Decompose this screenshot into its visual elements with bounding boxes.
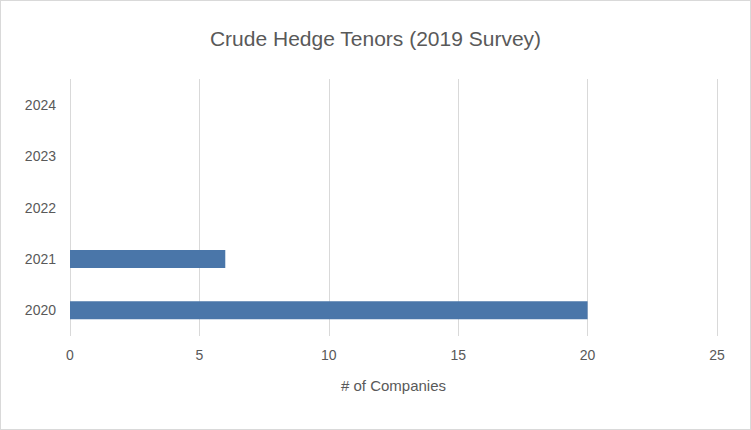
svg-text:10: 10 — [321, 347, 337, 363]
svg-text:Crude Hedge Tenors (2019 Surve: Crude Hedge Tenors (2019 Survey) — [210, 27, 541, 50]
svg-text:# of Companies: # of Companies — [341, 377, 446, 394]
svg-text:5: 5 — [196, 347, 204, 363]
svg-text:2022: 2022 — [25, 200, 56, 216]
svg-text:2023: 2023 — [25, 148, 56, 164]
svg-text:15: 15 — [450, 347, 466, 363]
svg-text:2024: 2024 — [25, 97, 56, 113]
svg-text:20: 20 — [580, 347, 596, 363]
svg-text:2021: 2021 — [25, 251, 56, 267]
svg-text:2020: 2020 — [25, 302, 56, 318]
svg-text:0: 0 — [66, 347, 74, 363]
svg-text:25: 25 — [709, 347, 725, 363]
